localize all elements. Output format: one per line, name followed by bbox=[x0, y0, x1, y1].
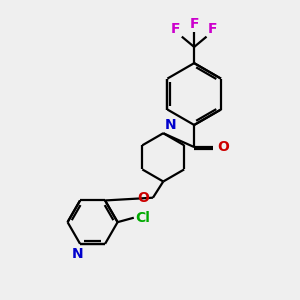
Text: F: F bbox=[189, 17, 199, 31]
Text: N: N bbox=[71, 247, 83, 261]
Text: N: N bbox=[164, 118, 176, 132]
Text: Cl: Cl bbox=[136, 211, 150, 225]
Text: F: F bbox=[171, 22, 180, 36]
Text: F: F bbox=[208, 22, 218, 36]
Text: O: O bbox=[137, 191, 149, 205]
Text: O: O bbox=[217, 140, 229, 154]
